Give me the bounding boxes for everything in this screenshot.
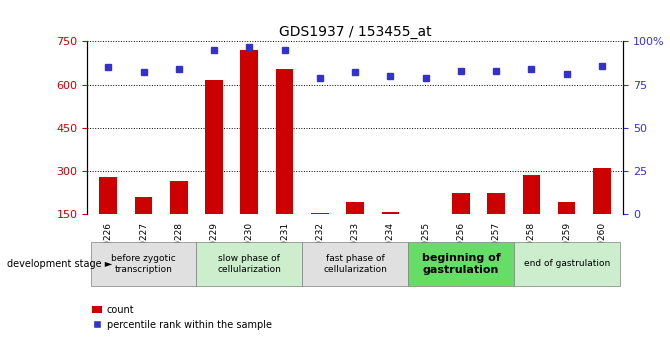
Legend: count, percentile rank within the sample: count, percentile rank within the sample (92, 305, 271, 330)
Bar (205, 80, 223, 257)
Bar (170, 181, 188, 257)
Bar (417, 215, 434, 257)
Bar (593, 168, 611, 257)
Text: slow phase of
cellularization: slow phase of cellularization (217, 254, 281, 274)
Bar (311, 213, 329, 257)
Text: before zygotic
transcription: before zygotic transcription (111, 254, 176, 274)
Title: GDS1937 / 153455_at: GDS1937 / 153455_at (279, 25, 431, 39)
Bar (135, 197, 152, 257)
Bar (452, 193, 470, 257)
Bar (381, 211, 399, 257)
Bar (346, 201, 364, 257)
Text: beginning of
gastrulation: beginning of gastrulation (421, 253, 500, 275)
Bar (558, 202, 576, 257)
Bar (241, 50, 258, 257)
Bar (487, 193, 505, 257)
Text: fast phase of
cellularization: fast phase of cellularization (323, 254, 387, 274)
Text: development stage ►: development stage ► (7, 259, 112, 269)
Bar (99, 177, 117, 257)
Bar (523, 175, 540, 257)
Text: end of gastrulation: end of gastrulation (523, 259, 610, 268)
Bar (276, 69, 293, 257)
